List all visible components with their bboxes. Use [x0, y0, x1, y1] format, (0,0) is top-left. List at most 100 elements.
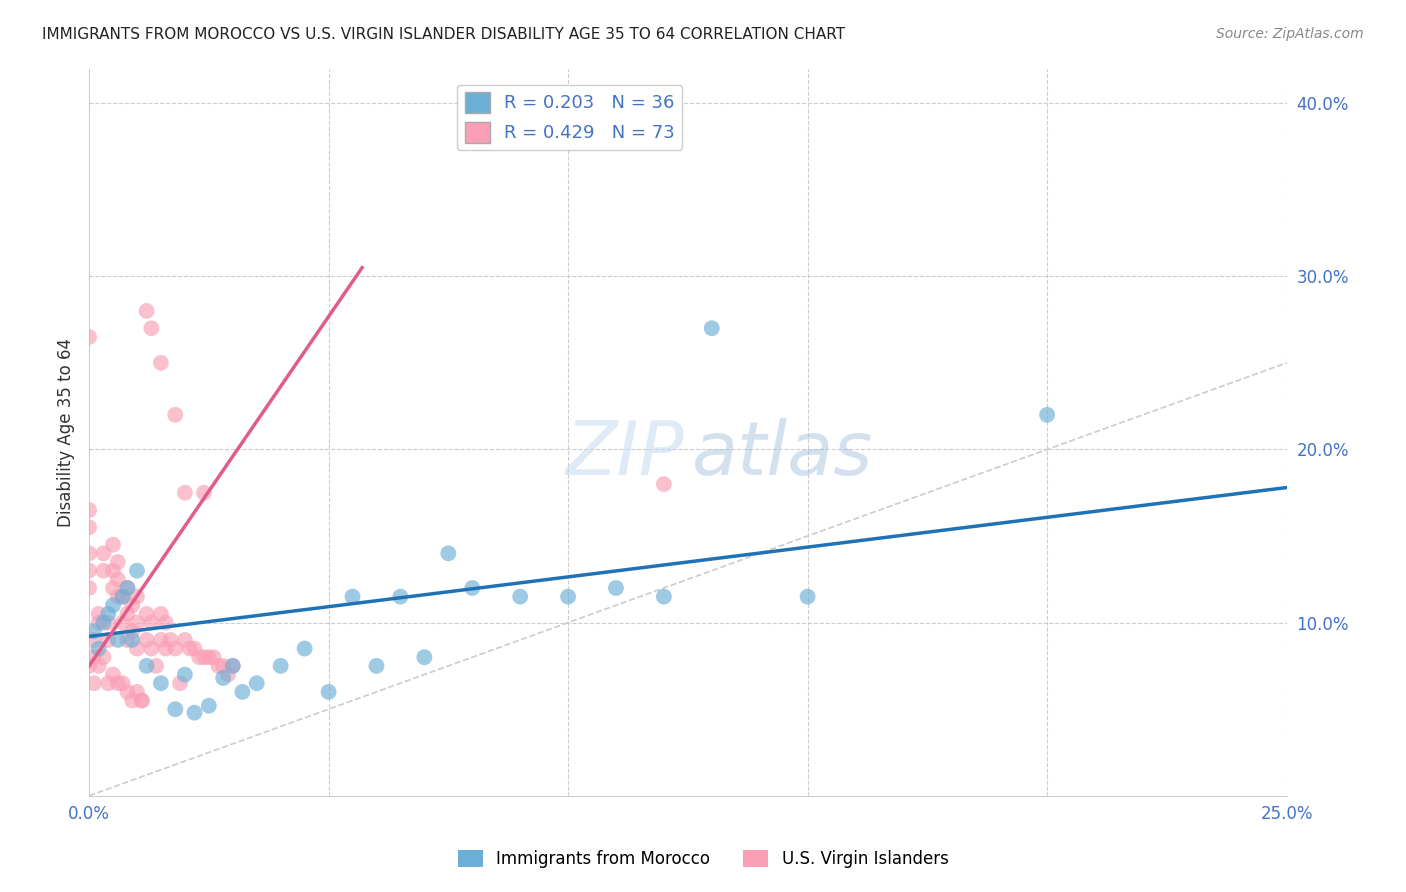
- Point: [193, 650, 215, 665]
- Point: [173, 632, 195, 647]
- Point: [437, 546, 460, 560]
- Point: [87, 641, 110, 656]
- Point: [1036, 408, 1059, 422]
- Point: [461, 581, 484, 595]
- Point: [117, 632, 139, 647]
- Point: [101, 538, 124, 552]
- Point: [111, 676, 134, 690]
- Point: [270, 659, 292, 673]
- Point: [101, 599, 124, 613]
- Point: [198, 650, 221, 665]
- Point: [107, 676, 129, 690]
- Point: [87, 659, 110, 673]
- Point: [155, 641, 177, 656]
- Point: [652, 477, 675, 491]
- Point: [111, 590, 134, 604]
- Point: [77, 520, 100, 534]
- Point: [97, 676, 120, 690]
- Point: [202, 650, 225, 665]
- Point: [165, 702, 187, 716]
- Point: [117, 685, 139, 699]
- Point: [83, 632, 105, 647]
- Point: [155, 615, 177, 630]
- Point: [93, 650, 115, 665]
- Point: [117, 581, 139, 595]
- Point: [217, 667, 239, 681]
- Point: [107, 572, 129, 586]
- Point: [165, 408, 187, 422]
- Point: [87, 615, 110, 630]
- Point: [413, 650, 436, 665]
- Point: [222, 659, 245, 673]
- Point: [173, 667, 195, 681]
- Point: [135, 304, 157, 318]
- Point: [165, 641, 187, 656]
- Point: [77, 564, 100, 578]
- Text: atlas: atlas: [692, 418, 873, 490]
- Point: [149, 676, 172, 690]
- Point: [93, 564, 115, 578]
- Point: [796, 590, 818, 604]
- Point: [101, 564, 124, 578]
- Text: IMMIGRANTS FROM MOROCCO VS U.S. VIRGIN ISLANDER DISABILITY AGE 35 TO 64 CORRELAT: IMMIGRANTS FROM MOROCCO VS U.S. VIRGIN I…: [42, 27, 845, 42]
- Point: [77, 503, 100, 517]
- Point: [141, 641, 163, 656]
- Point: [141, 615, 163, 630]
- Point: [121, 624, 143, 639]
- Point: [366, 659, 388, 673]
- Point: [83, 624, 105, 639]
- Point: [117, 607, 139, 621]
- Point: [212, 659, 235, 673]
- Point: [97, 607, 120, 621]
- Point: [97, 615, 120, 630]
- Point: [117, 581, 139, 595]
- Point: [183, 706, 205, 720]
- Y-axis label: Disability Age 35 to 64: Disability Age 35 to 64: [58, 338, 75, 526]
- Point: [135, 632, 157, 647]
- Point: [509, 590, 531, 604]
- Text: Source: ZipAtlas.com: Source: ZipAtlas.com: [1216, 27, 1364, 41]
- Point: [125, 641, 148, 656]
- Point: [77, 330, 100, 344]
- Point: [149, 632, 172, 647]
- Point: [93, 615, 115, 630]
- Point: [700, 321, 723, 335]
- Point: [198, 698, 221, 713]
- Point: [121, 632, 143, 647]
- Legend: Immigrants from Morocco, U.S. Virgin Islanders: Immigrants from Morocco, U.S. Virgin Isl…: [451, 843, 955, 875]
- Point: [342, 590, 364, 604]
- Point: [652, 590, 675, 604]
- Point: [77, 659, 100, 673]
- Point: [135, 659, 157, 673]
- Point: [125, 590, 148, 604]
- Point: [141, 321, 163, 335]
- Point: [193, 485, 215, 500]
- Point: [169, 676, 191, 690]
- Point: [107, 590, 129, 604]
- Point: [107, 555, 129, 569]
- Point: [389, 590, 412, 604]
- Point: [183, 641, 205, 656]
- Point: [173, 485, 195, 500]
- Point: [222, 659, 245, 673]
- Point: [83, 650, 105, 665]
- Point: [294, 641, 316, 656]
- Point: [145, 659, 167, 673]
- Point: [111, 615, 134, 630]
- Point: [125, 685, 148, 699]
- Point: [149, 356, 172, 370]
- Point: [159, 632, 181, 647]
- Point: [77, 581, 100, 595]
- Point: [111, 590, 134, 604]
- Point: [107, 632, 129, 647]
- Point: [188, 650, 211, 665]
- Point: [83, 676, 105, 690]
- Point: [212, 671, 235, 685]
- Point: [125, 564, 148, 578]
- Point: [121, 599, 143, 613]
- Point: [131, 693, 153, 707]
- Point: [246, 676, 269, 690]
- Legend: R = 0.203   N = 36, R = 0.429   N = 73: R = 0.203 N = 36, R = 0.429 N = 73: [457, 85, 682, 150]
- Point: [101, 581, 124, 595]
- Point: [231, 685, 253, 699]
